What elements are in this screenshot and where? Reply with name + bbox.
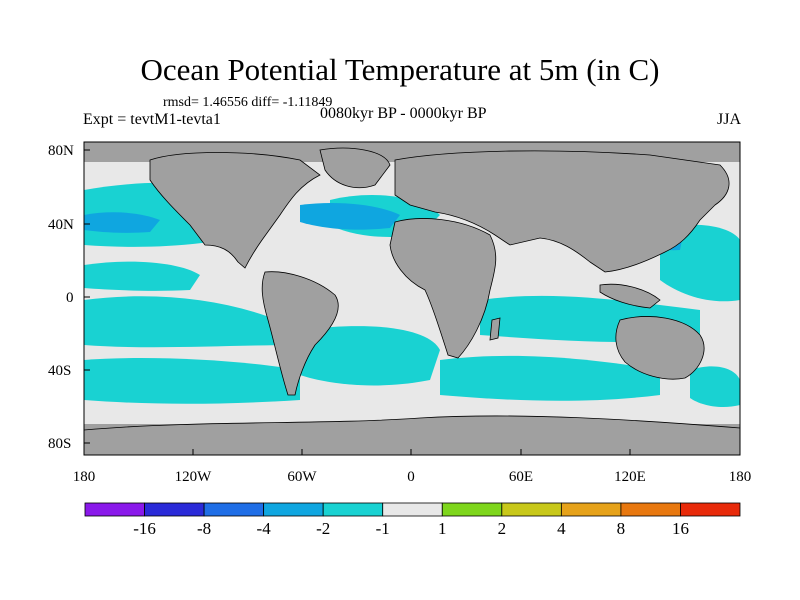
- lon-tick-180e: 180: [729, 469, 752, 485]
- colorbar-swatch-0: [84, 502, 145, 517]
- southeast-asia-islands: [599, 283, 661, 309]
- colorbar-label-5: 1: [438, 519, 447, 538]
- period-label: 0080kyr BP - 0000kyr BP: [320, 105, 487, 122]
- colorbar-label-8: 8: [617, 519, 626, 538]
- lon-tick-120w: 120W: [175, 469, 213, 485]
- plot-title: Ocean Potential Temperature at 5m (in C): [140, 52, 660, 87]
- lat-tick-40s: 40S: [48, 363, 71, 379]
- colorbar-label-2: -4: [257, 519, 272, 538]
- colorbar-label-3: -2: [316, 519, 330, 538]
- colorbar-swatch-2: [203, 502, 265, 517]
- colorbar-label-6: 2: [498, 519, 507, 538]
- lat-tick-80n: 80N: [48, 143, 74, 159]
- africa: [389, 218, 497, 359]
- season-label: JJA: [716, 111, 741, 128]
- map-panel: [84, 142, 740, 455]
- colorbar-swatch-5: [382, 502, 443, 517]
- colorbar-swatch-10: [680, 502, 741, 517]
- continents: [84, 147, 740, 455]
- colorbar-label-4: -1: [376, 519, 390, 538]
- stats-text: rmsd= 1.46556 diff= -1.11849: [163, 95, 333, 110]
- map-frame: [83, 141, 741, 456]
- colorbar-swatch-4: [322, 502, 384, 517]
- greenland: [319, 147, 391, 189]
- madagascar: [489, 317, 501, 341]
- lat-tick-0: 0: [66, 290, 74, 306]
- australia: [615, 316, 705, 380]
- lon-tick-180w: 180: [73, 469, 96, 485]
- north-america: [149, 152, 321, 269]
- lon-tick-120e: 120E: [614, 469, 646, 485]
- colorbar-swatch-6: [441, 502, 503, 517]
- colorbar: -16 -8 -4 -2 -1 1 2 4 8 16: [84, 502, 741, 538]
- colorbar-label-0: -16: [133, 519, 156, 538]
- lon-axis: 180 120W 60W 0 60E 120E 180: [73, 449, 752, 485]
- lat-tick-80s: 80S: [48, 436, 71, 452]
- lat-tick-40n: 40N: [48, 217, 74, 233]
- eurasia: [394, 150, 730, 273]
- antarctica: [84, 415, 740, 455]
- colorbar-swatch-1: [144, 502, 205, 517]
- colorbar-swatch-8: [560, 502, 622, 517]
- lon-tick-60w: 60W: [287, 469, 317, 485]
- lat-axis: 80N 40N 0 40S 80S: [48, 143, 90, 452]
- lon-tick-0: 0: [407, 469, 415, 485]
- colorbar-label-9: 16: [672, 519, 689, 538]
- colorbar-swatch-7: [501, 502, 562, 517]
- experiment-label: Expt = tevtM1-tevta1: [83, 111, 221, 128]
- lon-tick-60e: 60E: [509, 469, 533, 485]
- colorbar-label-1: -8: [197, 519, 211, 538]
- colorbar-swatch-9: [620, 502, 681, 517]
- south-america: [261, 271, 339, 396]
- colorbar-label-7: 4: [557, 519, 566, 538]
- colorbar-swatch-3: [263, 502, 324, 517]
